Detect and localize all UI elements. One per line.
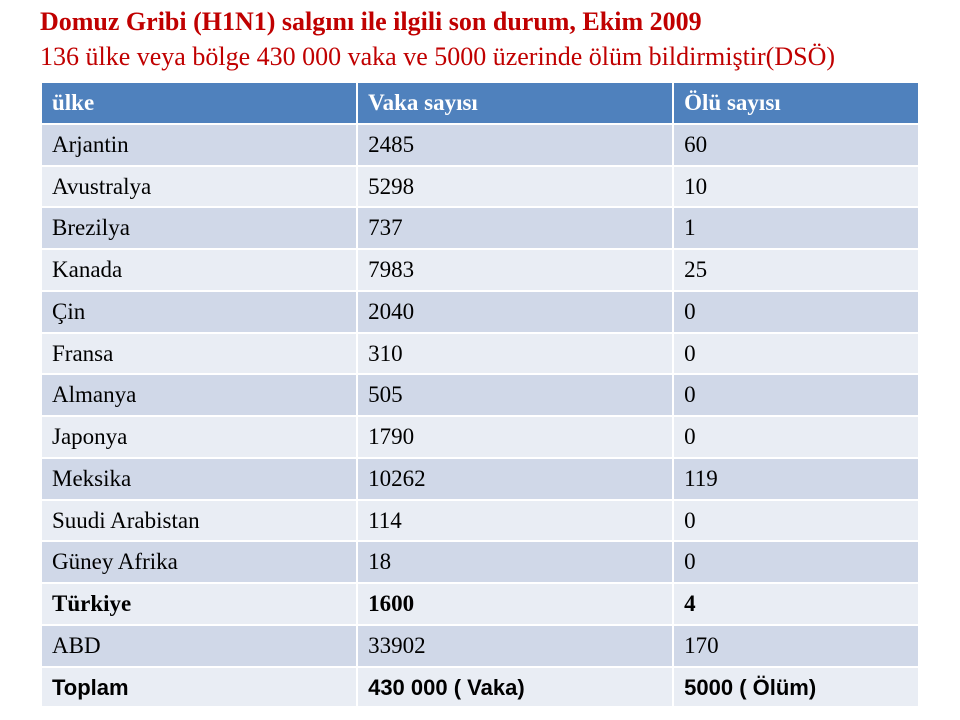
table-row: Fransa 310 0 — [41, 333, 919, 375]
page-subtitle: 136 ülke veya bölge 430 000 vaka ve 5000… — [40, 41, 920, 74]
page-title: Domuz Gribi (H1N1) salgını ile ilgili so… — [40, 6, 920, 39]
cell-cases: 310 — [357, 333, 673, 375]
cell-cases: 2040 — [357, 291, 673, 333]
col-cases: Vaka sayısı — [357, 82, 673, 124]
table-row: Almanya 505 0 — [41, 374, 919, 416]
totals-cases: 430 000 ( Vaka) — [357, 667, 673, 708]
cell-deaths: 10 — [673, 166, 919, 208]
table-row: ABD 33902 170 — [41, 625, 919, 667]
table-row: Çin 2040 0 — [41, 291, 919, 333]
totals-deaths: 5000 ( Ölüm) — [673, 667, 919, 708]
cell-country: Avustralya — [41, 166, 357, 208]
cell-cases: 505 — [357, 374, 673, 416]
cell-cases: 10262 — [357, 458, 673, 500]
table-row: Güney Afrika 18 0 — [41, 541, 919, 583]
cell-cases: 18 — [357, 541, 673, 583]
table-row: Meksika 10262 119 — [41, 458, 919, 500]
cell-country: ABD — [41, 625, 357, 667]
cell-cases: 5298 — [357, 166, 673, 208]
col-country: ülke — [41, 82, 357, 124]
cell-cases: 2485 — [357, 124, 673, 166]
table-row: Suudi Arabistan 114 0 — [41, 500, 919, 542]
cell-country: Almanya — [41, 374, 357, 416]
cell-deaths: 25 — [673, 249, 919, 291]
cell-country: Güney Afrika — [41, 541, 357, 583]
cell-country: Arjantin — [41, 124, 357, 166]
cell-deaths: 119 — [673, 458, 919, 500]
cell-cases: 33902 — [357, 625, 673, 667]
cell-deaths: 0 — [673, 500, 919, 542]
cell-deaths: 170 — [673, 625, 919, 667]
cell-country: Suudi Arabistan — [41, 500, 357, 542]
cell-deaths: 60 — [673, 124, 919, 166]
cell-country: Türkiye — [41, 583, 357, 625]
cell-deaths: 0 — [673, 291, 919, 333]
cell-deaths: 0 — [673, 333, 919, 375]
cell-deaths: 0 — [673, 374, 919, 416]
table-row: Kanada 7983 25 — [41, 249, 919, 291]
table-row: Arjantin 2485 60 — [41, 124, 919, 166]
cell-cases: 737 — [357, 207, 673, 249]
cell-country: Kanada — [41, 249, 357, 291]
cell-deaths: 0 — [673, 416, 919, 458]
data-table: ülke Vaka sayısı Ölü sayısı Arjantin 248… — [40, 81, 920, 708]
cell-deaths: 0 — [673, 541, 919, 583]
cell-country: Meksika — [41, 458, 357, 500]
cell-cases: 1600 — [357, 583, 673, 625]
cell-country: Brezilya — [41, 207, 357, 249]
cell-deaths: 4 — [673, 583, 919, 625]
table-row: Avustralya 5298 10 — [41, 166, 919, 208]
table-row-turkey: Türkiye 1600 4 — [41, 583, 919, 625]
cell-country: Fransa — [41, 333, 357, 375]
cell-cases: 7983 — [357, 249, 673, 291]
cell-country: Çin — [41, 291, 357, 333]
col-deaths: Ölü sayısı — [673, 82, 919, 124]
table-header-row: ülke Vaka sayısı Ölü sayısı — [41, 82, 919, 124]
table-row: Brezilya 737 1 — [41, 207, 919, 249]
cell-cases: 1790 — [357, 416, 673, 458]
table-row: Japonya 1790 0 — [41, 416, 919, 458]
totals-label: Toplam — [41, 667, 357, 708]
cell-cases: 114 — [357, 500, 673, 542]
table-row-totals: Toplam 430 000 ( Vaka) 5000 ( Ölüm) — [41, 667, 919, 708]
cell-country: Japonya — [41, 416, 357, 458]
cell-deaths: 1 — [673, 207, 919, 249]
